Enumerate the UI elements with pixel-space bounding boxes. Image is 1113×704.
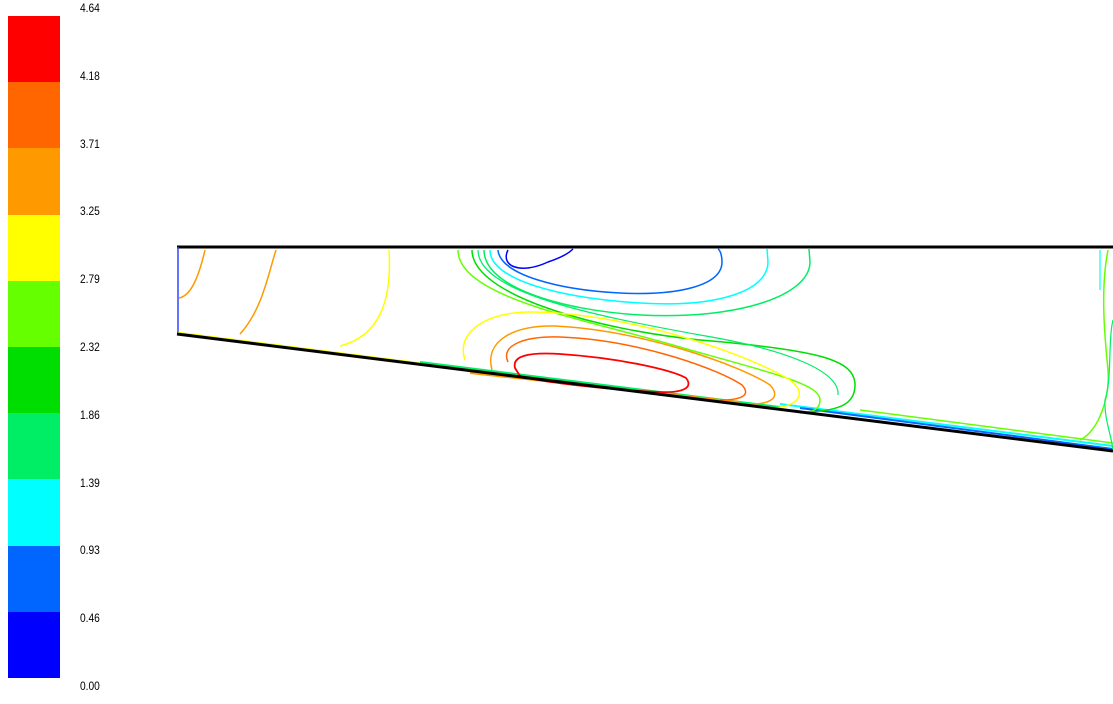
- legend-tick-label: 1.39: [80, 475, 100, 490]
- contour-right-green: [1079, 249, 1109, 441]
- legend-swatch: [8, 611, 60, 679]
- wall-band-lightgreen: [859, 409, 1113, 444]
- legend-swatch: [8, 280, 60, 348]
- legend-swatch: [8, 214, 60, 282]
- contour-blue-outer: [497, 248, 723, 295]
- legend-swatch: [8, 82, 60, 149]
- contour-green-big: [471, 249, 856, 413]
- legend-tick-label: 3.25: [80, 204, 100, 219]
- contour-left-orange: [239, 249, 277, 335]
- legend-tick-label: 1.86: [80, 407, 100, 422]
- contour-blue-inner: [505, 248, 574, 269]
- legend-tick-label: 4.18: [80, 68, 100, 83]
- contour-left-yellow: [339, 249, 391, 347]
- contour-darkorange-loop: [505, 336, 747, 401]
- domain-bottom-wall: [176, 332, 1113, 453]
- contour-lightgreen: [457, 249, 821, 414]
- contour-green-2: [477, 249, 839, 396]
- legend-swatch: [8, 16, 60, 83]
- contour-yellow-loop: [462, 311, 800, 409]
- legend-swatch: [8, 347, 60, 414]
- legend-tick-label: 3.71: [80, 136, 100, 151]
- wall-band-cyan: [779, 403, 1113, 447]
- color-legend: 4.64 4.18 3.71 3.25 2.79 2.32 1.86 1.39 0.93 0.46…: [0, 0, 140, 704]
- legend-swatch: [8, 479, 60, 547]
- contour-teal: [483, 248, 811, 317]
- contour-cyan: [489, 248, 769, 305]
- legend-tick-label: 2.79: [80, 272, 100, 287]
- contour-right-teal: [1104, 319, 1113, 453]
- legend-tick-label: 0.46: [80, 611, 100, 626]
- legend-tick-label: 4.64: [80, 1, 100, 15]
- wall-band-blue: [799, 407, 1113, 450]
- legend-tick-label: 2.32: [80, 340, 100, 354]
- contour-left-orange-loop: [178, 249, 206, 299]
- legend-tick-label: 0.93: [80, 543, 100, 558]
- legend-swatch: [8, 413, 60, 480]
- legend-swatch: [8, 545, 60, 613]
- contour-orange-loop: [490, 325, 776, 405]
- legend-swatch: [8, 148, 60, 216]
- legend-tick-label: 0.00: [80, 679, 100, 693]
